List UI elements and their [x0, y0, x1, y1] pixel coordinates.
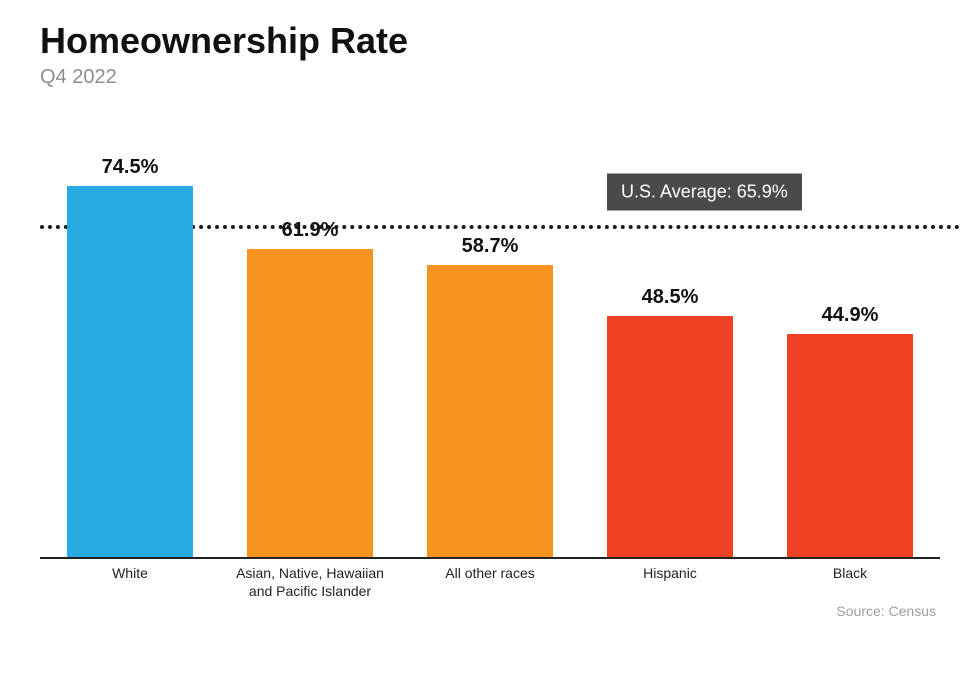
- source-attribution: Source: Census: [836, 603, 936, 619]
- bar-value-label: 44.9%: [787, 304, 913, 327]
- category-label: Hispanic: [580, 565, 760, 583]
- bar-value-label: 74.5%: [67, 156, 193, 179]
- chart-subtitle: Q4 2022: [40, 66, 960, 89]
- chart-title: Homeownership Rate: [40, 20, 960, 62]
- category-label: Asian, Native, Hawaiianand Pacific Islan…: [220, 565, 400, 600]
- x-axis-labels: WhiteAsian, Native, Hawaiianand Pacific …: [40, 559, 940, 619]
- chart-area: U.S. Average: 65.9% 74.5% 61.9% 58.7% 48.5% 4…: [40, 119, 940, 619]
- bar: 61.9%: [247, 249, 373, 557]
- plot-area: U.S. Average: 65.9% 74.5% 61.9% 58.7% 48.5% 4…: [40, 159, 940, 559]
- category-label: All other races: [400, 565, 580, 583]
- bar-value-label: 58.7%: [427, 235, 553, 258]
- bar: 48.5%: [607, 316, 733, 557]
- homeownership-chart: Homeownership Rate Q4 2022 U.S. Average:…: [0, 0, 960, 675]
- bar: 44.9%: [787, 334, 913, 557]
- bar-value-label: 48.5%: [607, 286, 733, 309]
- average-label: U.S. Average: 65.9%: [607, 174, 802, 211]
- bar: 74.5%: [67, 186, 193, 557]
- bar-value-label: 61.9%: [247, 219, 373, 242]
- bar: 58.7%: [427, 265, 553, 557]
- category-label: White: [40, 565, 220, 583]
- category-label: Black: [760, 565, 940, 583]
